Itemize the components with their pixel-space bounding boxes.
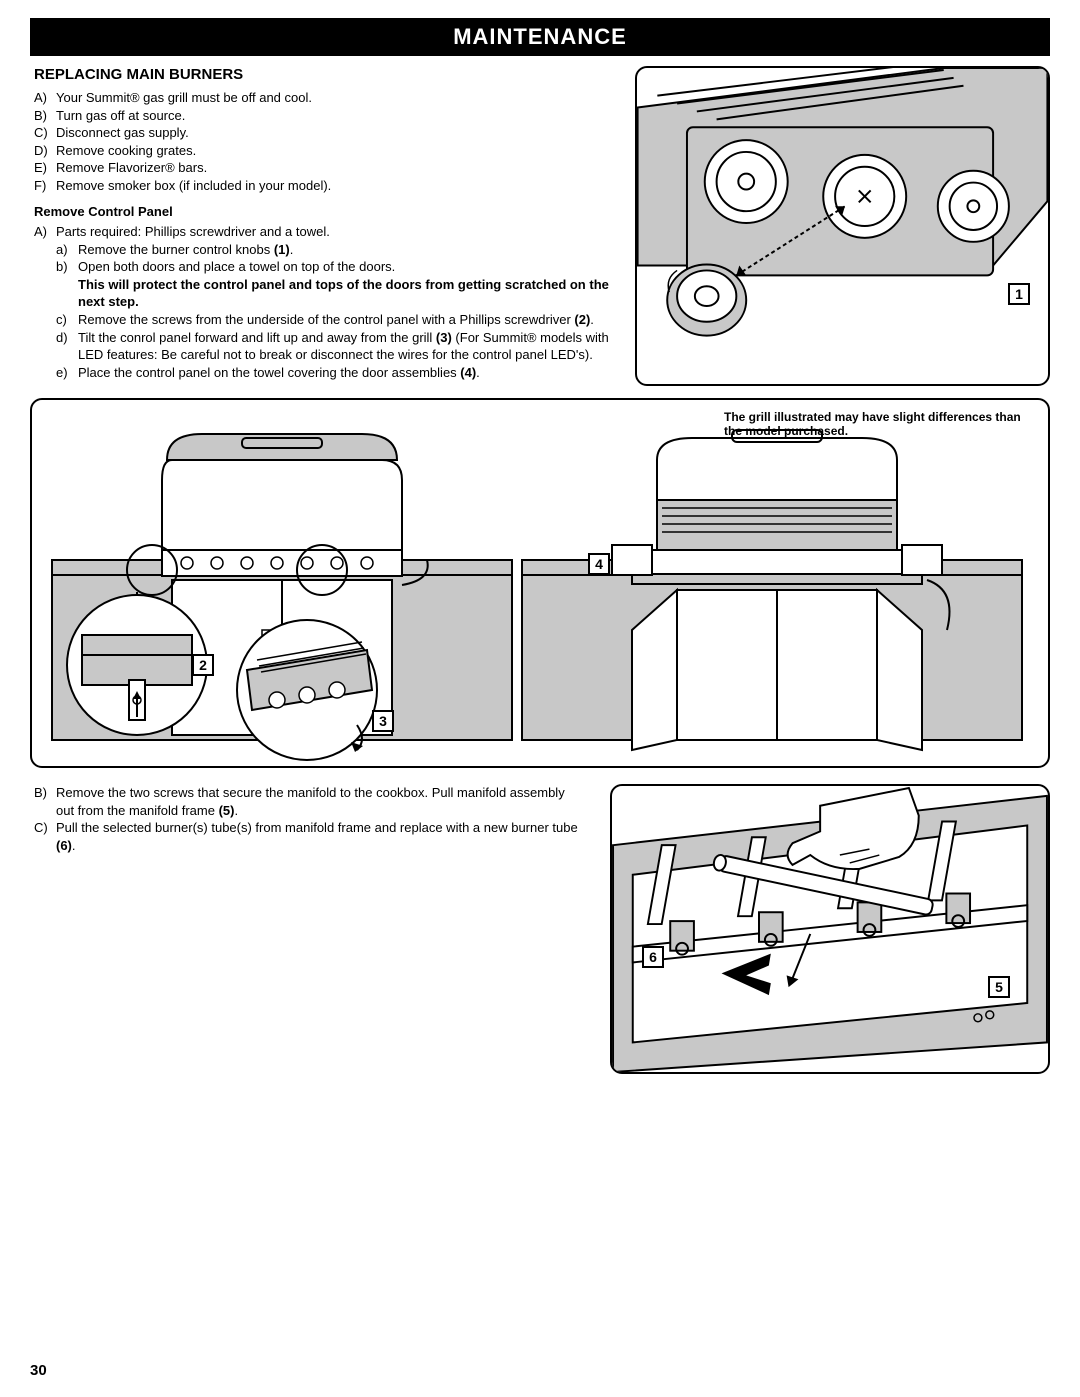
callout-2: 2 xyxy=(192,654,214,676)
step-text: Remove cooking grates. xyxy=(56,142,196,160)
callout-6: 6 xyxy=(642,946,664,968)
step-text: Disconnect gas supply. xyxy=(56,124,189,142)
figure-5-6: 6 5 xyxy=(610,784,1050,1074)
callout-3: 3 xyxy=(372,710,394,732)
page-number: 30 xyxy=(30,1362,47,1379)
figure-1-svg xyxy=(637,68,1048,384)
figure-2-3-4: The grill illustrated may have slight di… xyxy=(30,398,1050,768)
subsection-title: Remove Control Panel xyxy=(34,204,611,219)
subsection-substeps: a)Remove the burner control knobs (1). b… xyxy=(56,241,611,381)
page-header: MAINTENANCE xyxy=(30,18,1050,56)
callout-1: 1 xyxy=(1008,283,1030,305)
step-text: Pull the selected burner(s) tube(s) from… xyxy=(56,819,586,854)
step-text: Turn gas off at source. xyxy=(56,107,185,125)
step-text: Place the control panel on the towel cov… xyxy=(78,364,480,382)
step-text: Remove smoker box (if included in your m… xyxy=(56,177,331,195)
step-text: Remove Flavorizer® bars. xyxy=(56,159,207,177)
subsection-intro: Parts required: Phillips screwdriver and… xyxy=(56,223,330,241)
figure-middle-svg xyxy=(32,400,1048,766)
bottom-steps-list: B)Remove the two screws that secure the … xyxy=(34,784,586,854)
step-text: Your Summit® gas grill must be off and c… xyxy=(56,89,312,107)
bottom-instructions: B)Remove the two screws that secure the … xyxy=(30,784,586,1074)
subsection-list: A)Parts required: Phillips screwdriver a… xyxy=(34,223,611,241)
instructions-column: REPLACING MAIN BURNERS A)Your Summit® ga… xyxy=(30,66,611,386)
step-text: Tilt the conrol panel forward and lift u… xyxy=(78,329,611,364)
step-text: Open both doors and place a towel on top… xyxy=(78,258,611,311)
section-title: REPLACING MAIN BURNERS xyxy=(34,66,611,83)
step-text: Remove the burner control knobs (1). xyxy=(78,241,293,259)
figure-note: The grill illustrated may have slight di… xyxy=(724,410,1024,438)
figure-1: 1 xyxy=(635,66,1050,386)
callout-5: 5 xyxy=(988,976,1010,998)
callout-4: 4 xyxy=(588,553,610,575)
step-text: Remove the screws from the underside of … xyxy=(78,311,594,329)
figure-bottom-svg xyxy=(612,786,1048,1072)
step-text: Remove the two screws that secure the ma… xyxy=(56,784,586,819)
main-steps-list: A)Your Summit® gas grill must be off and… xyxy=(34,89,611,194)
